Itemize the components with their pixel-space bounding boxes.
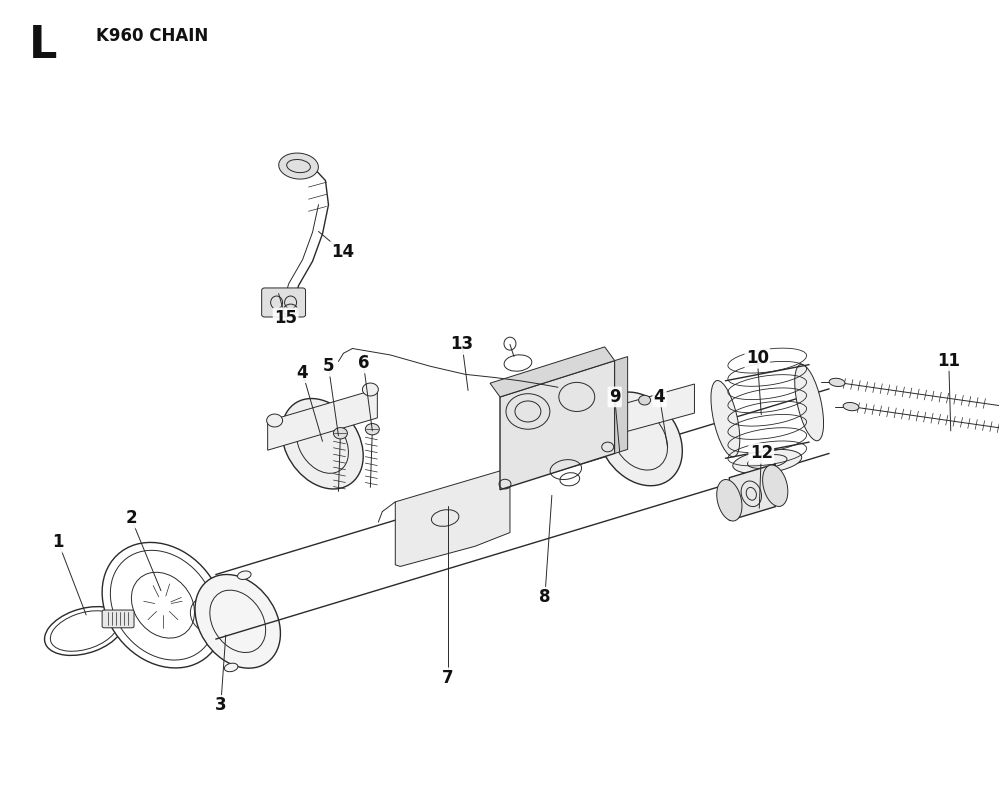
Text: 15: 15 (274, 309, 297, 326)
FancyBboxPatch shape (102, 610, 134, 628)
Text: 11: 11 (937, 352, 960, 369)
Ellipse shape (829, 378, 845, 386)
Ellipse shape (639, 395, 651, 405)
Ellipse shape (362, 383, 378, 396)
Ellipse shape (843, 403, 859, 411)
Polygon shape (615, 356, 628, 454)
Text: 13: 13 (451, 335, 474, 353)
Polygon shape (500, 360, 615, 490)
Ellipse shape (45, 607, 124, 655)
Text: L: L (29, 24, 58, 67)
Ellipse shape (282, 399, 363, 489)
Ellipse shape (597, 392, 682, 486)
Text: 3: 3 (215, 697, 227, 714)
Text: 2: 2 (125, 509, 137, 527)
Ellipse shape (795, 364, 824, 441)
Text: 8: 8 (539, 588, 551, 606)
Polygon shape (268, 389, 377, 450)
Ellipse shape (238, 571, 251, 579)
Ellipse shape (333, 428, 347, 439)
Text: 4: 4 (654, 388, 665, 406)
Text: 9: 9 (609, 388, 620, 406)
Ellipse shape (284, 304, 298, 315)
Text: K960 CHAIN: K960 CHAIN (96, 28, 208, 45)
Ellipse shape (102, 543, 224, 668)
Ellipse shape (279, 153, 318, 179)
Text: 12: 12 (750, 445, 773, 463)
Ellipse shape (195, 574, 280, 668)
Text: 10: 10 (746, 349, 769, 367)
Ellipse shape (717, 480, 742, 521)
Ellipse shape (711, 381, 740, 457)
Polygon shape (395, 468, 510, 566)
Text: 6: 6 (358, 354, 369, 372)
FancyBboxPatch shape (262, 288, 306, 317)
Ellipse shape (733, 450, 802, 474)
Polygon shape (490, 347, 615, 397)
Text: 4: 4 (297, 364, 308, 382)
Polygon shape (729, 464, 775, 521)
Ellipse shape (365, 424, 379, 435)
Polygon shape (585, 384, 694, 443)
Text: 7: 7 (442, 669, 454, 687)
Text: 14: 14 (331, 243, 354, 261)
Ellipse shape (763, 465, 788, 506)
Ellipse shape (224, 663, 238, 671)
Ellipse shape (267, 414, 283, 427)
Text: 5: 5 (323, 357, 334, 375)
Text: 1: 1 (52, 533, 64, 552)
